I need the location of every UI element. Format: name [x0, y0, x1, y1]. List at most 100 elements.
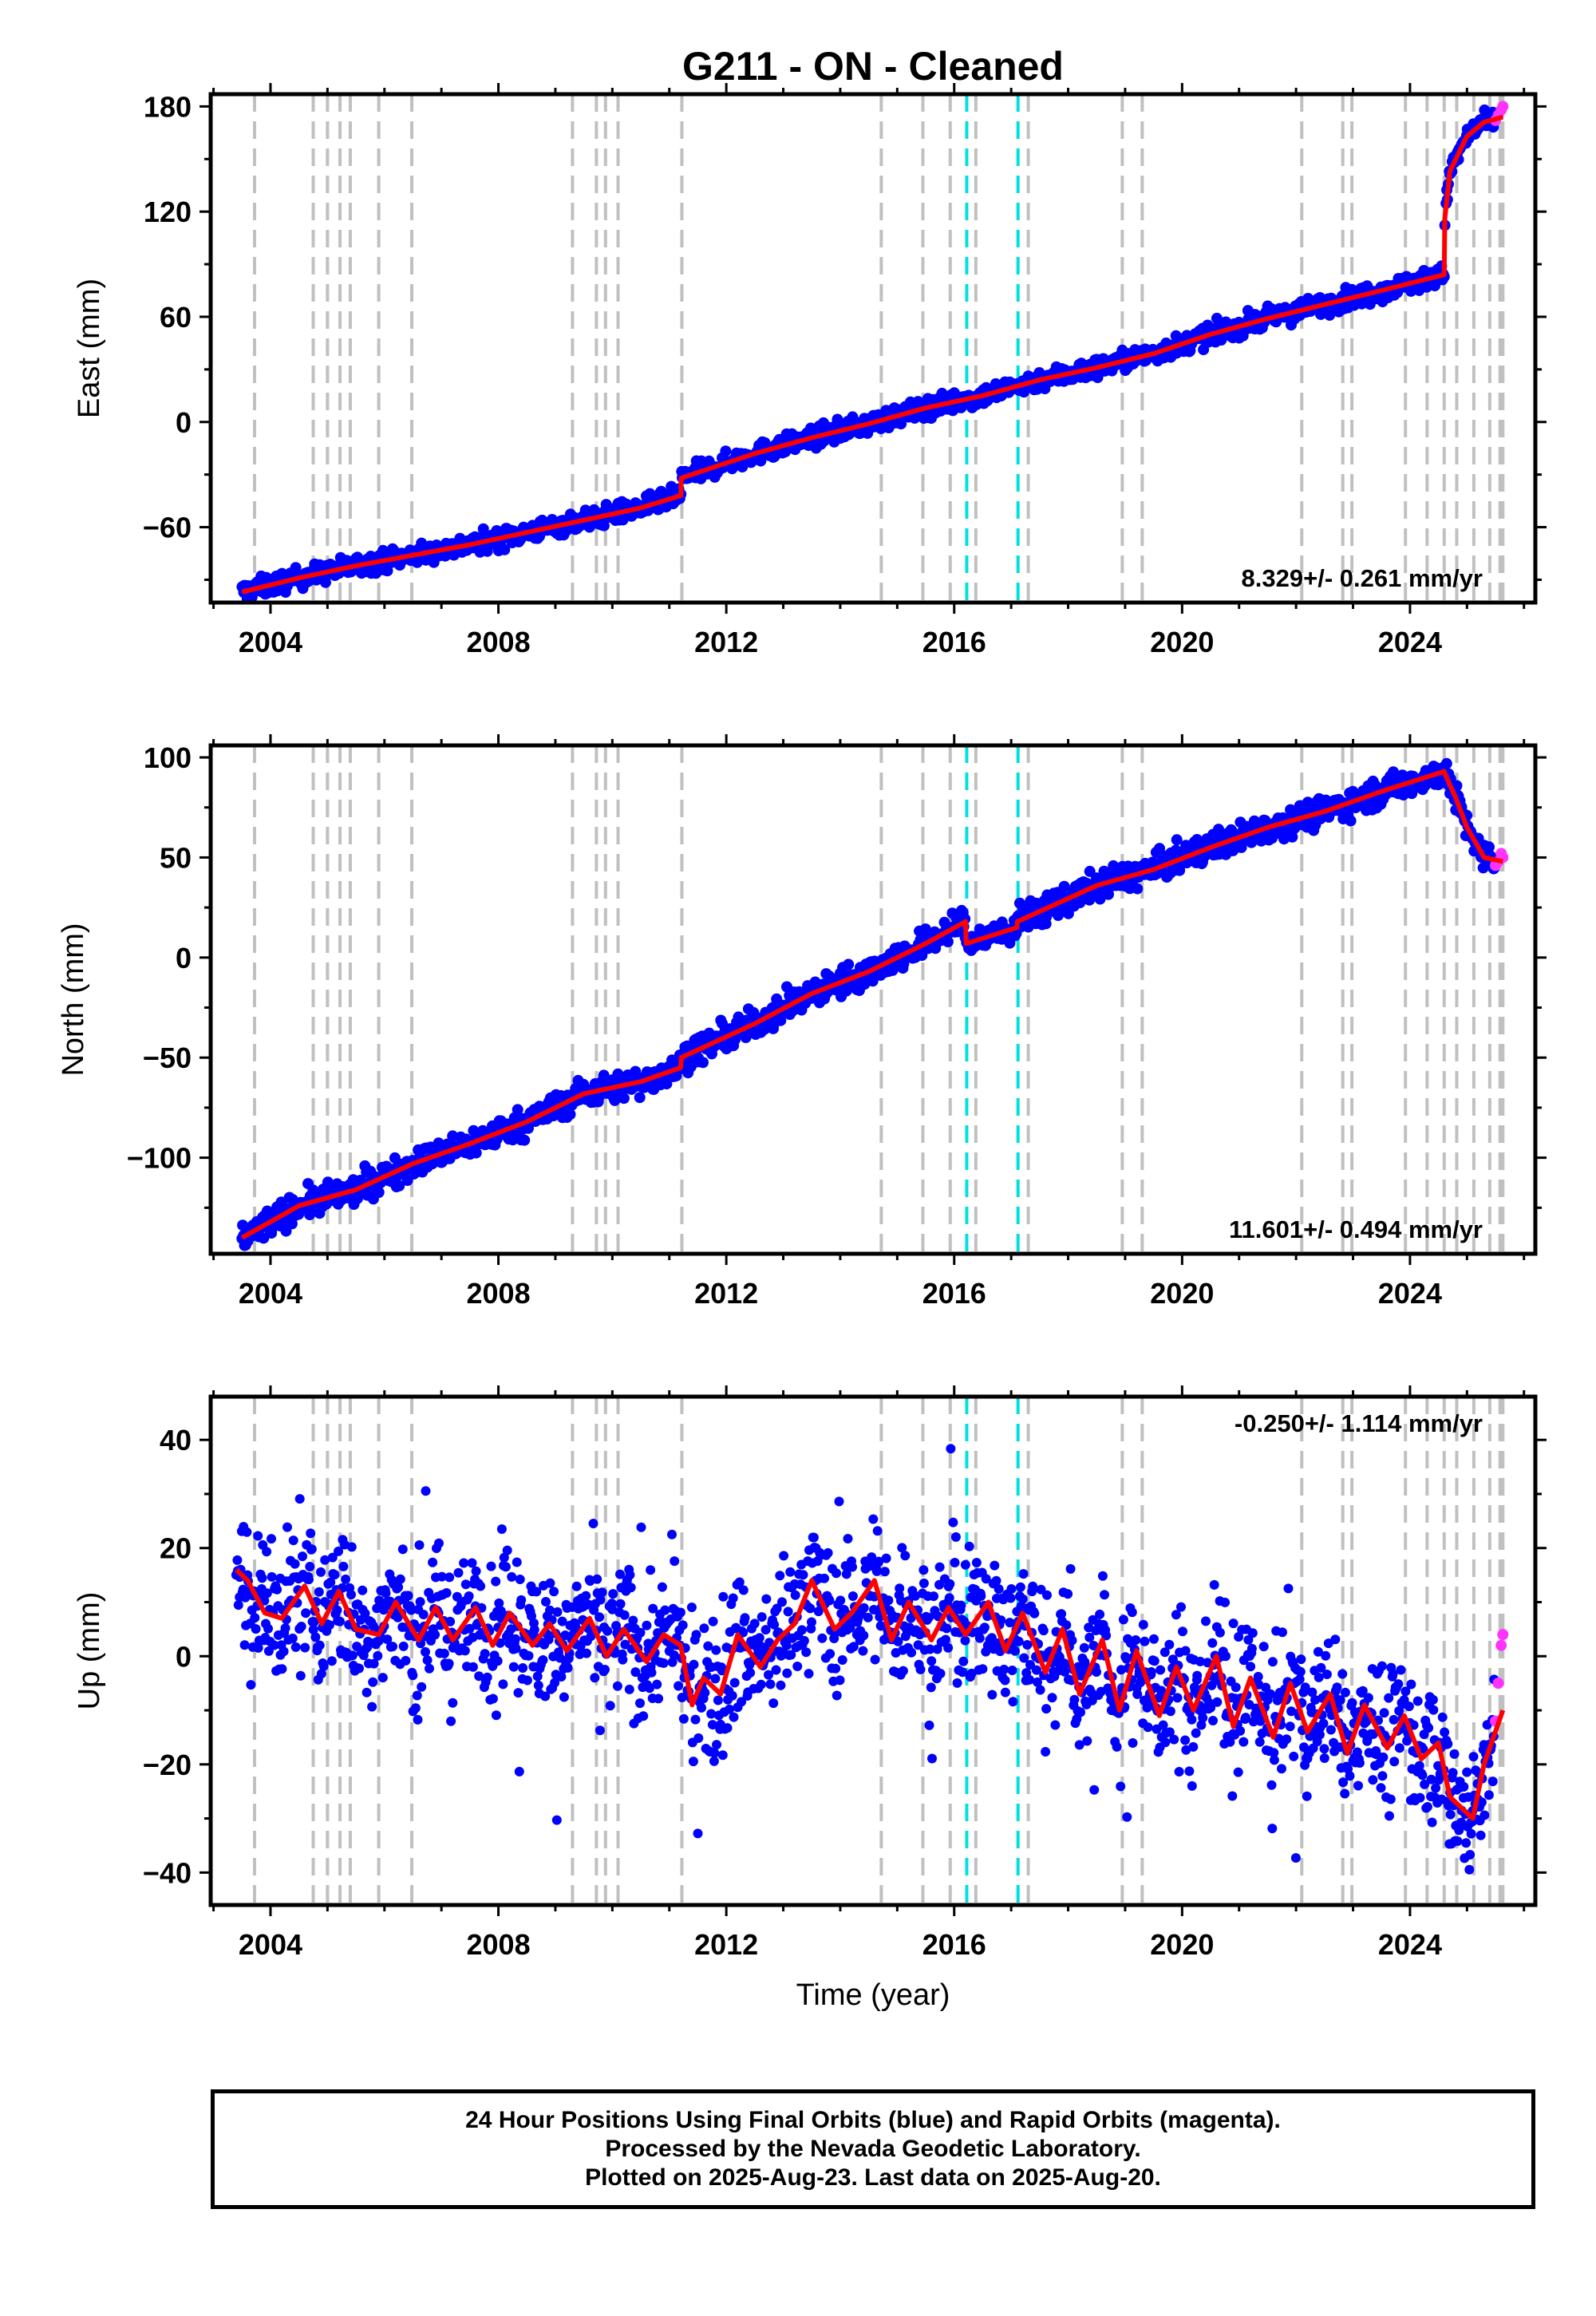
up-position-point: [314, 1640, 325, 1650]
up-position-point: [729, 1678, 740, 1688]
up-position-point: [900, 1551, 911, 1561]
up-position-point: [1330, 1634, 1341, 1645]
north-position-point: [740, 1032, 752, 1043]
up-position-point: [459, 1558, 469, 1568]
up-position-point: [960, 1635, 970, 1646]
up-position-point: [918, 1565, 929, 1575]
up-position-point: [678, 1713, 689, 1724]
east-x-tick-label: 2012: [694, 626, 758, 658]
up-position-point: [615, 1569, 625, 1579]
up-position-point: [734, 1577, 745, 1587]
up-position-point: [421, 1646, 430, 1657]
up-position-point: [1241, 1713, 1250, 1723]
up-position-point: [1406, 1679, 1416, 1690]
up-position-point: [1400, 1686, 1411, 1697]
up-position-point: [630, 1667, 641, 1678]
north-position-point: [1171, 834, 1183, 846]
up-position-point: [516, 1595, 527, 1605]
up-position-point: [304, 1575, 314, 1585]
up-position-point: [913, 1640, 923, 1650]
up-position-point: [771, 1665, 781, 1675]
north-position-point: [634, 1092, 646, 1104]
north-position-point: [843, 958, 855, 970]
east-x-tick-label: 2008: [467, 626, 531, 658]
up-position-point: [858, 1646, 868, 1656]
up-position-point: [1131, 1635, 1141, 1645]
up-position-point: [1050, 1720, 1061, 1730]
up-position-point: [958, 1656, 969, 1666]
up-position-point: [346, 1542, 357, 1552]
up-position-point: [1345, 1771, 1355, 1781]
east-position-point: [320, 576, 331, 588]
up-position-point: [1267, 1657, 1278, 1667]
up-position-point: [1006, 1584, 1017, 1594]
up-position-point: [776, 1680, 786, 1690]
up-position-point: [296, 1622, 306, 1631]
up-position-point: [262, 1588, 272, 1599]
up-position-point: [1300, 1682, 1310, 1693]
up-position-point: [1208, 1716, 1218, 1725]
up-position-point: [492, 1656, 503, 1666]
up-position-point: [843, 1534, 853, 1543]
up-position-point: [1385, 1811, 1394, 1821]
up-position-point: [1415, 1792, 1425, 1803]
up-position-point: [999, 1664, 1009, 1674]
up-position-point: [545, 1605, 555, 1615]
up-position-point: [1283, 1583, 1294, 1594]
up-position-point: [251, 1624, 261, 1634]
up-position-point: [1067, 1635, 1077, 1646]
up-position-point: [974, 1633, 985, 1643]
up-position-point: [1452, 1836, 1463, 1846]
up-position-point: [648, 1603, 658, 1614]
east-final-orbit-points: [236, 104, 1500, 603]
up-position-point: [316, 1669, 326, 1679]
up-position-point: [253, 1642, 263, 1653]
up-position-point: [511, 1643, 521, 1654]
up-position-point: [1319, 1753, 1329, 1763]
up-position-point: [924, 1720, 934, 1730]
up-position-point: [557, 1616, 567, 1626]
up-position-point: [691, 1630, 701, 1640]
up-position-point: [713, 1695, 723, 1705]
up-position-point: [1393, 1679, 1404, 1690]
up-position-point: [253, 1531, 263, 1541]
up-position-point: [571, 1581, 582, 1591]
north-position-point: [697, 1057, 709, 1069]
east-plot-frame: [208, 92, 1538, 605]
up-position-point: [592, 1574, 602, 1584]
up-position-point: [500, 1562, 511, 1572]
up-position-point: [1221, 1651, 1231, 1662]
up-position-point: [595, 1595, 606, 1605]
up-position-point: [1227, 1791, 1238, 1801]
up-position-point: [950, 1531, 961, 1542]
figure-title: G211 - ON - Cleaned: [682, 44, 1064, 89]
up-position-point: [453, 1567, 464, 1578]
east-position-point: [832, 413, 843, 425]
east-panel: 2004 2008 2012 2016 2020 2024−60060120180East…: [73, 83, 1547, 658]
up-position-point: [976, 1591, 986, 1601]
up-position-point: [1296, 1654, 1306, 1665]
up-position-point: [836, 1595, 846, 1606]
up-position-point: [615, 1599, 626, 1609]
up-position-point: [699, 1623, 709, 1634]
north-position-point: [1477, 862, 1489, 874]
north-y-tick-label: 50: [160, 841, 192, 874]
up-position-point: [1138, 1619, 1148, 1630]
up-position-point: [334, 1546, 343, 1556]
up-position-point: [769, 1619, 780, 1630]
up-position-point: [1008, 1697, 1018, 1707]
up-position-point: [624, 1684, 634, 1694]
up-position-point: [1267, 1824, 1278, 1834]
up-position-point: [1379, 1708, 1389, 1718]
up-position-point: [1269, 1755, 1279, 1765]
up-position-point: [1196, 1720, 1207, 1730]
north-position-point: [1213, 824, 1224, 836]
up-position-point: [597, 1587, 607, 1598]
up-position-point: [1207, 1638, 1218, 1648]
up-position-point: [1483, 1790, 1494, 1800]
up-position-point: [786, 1650, 796, 1660]
up-position-point: [1462, 1767, 1472, 1777]
up-position-point: [250, 1613, 260, 1623]
north-position-point: [1440, 757, 1452, 769]
